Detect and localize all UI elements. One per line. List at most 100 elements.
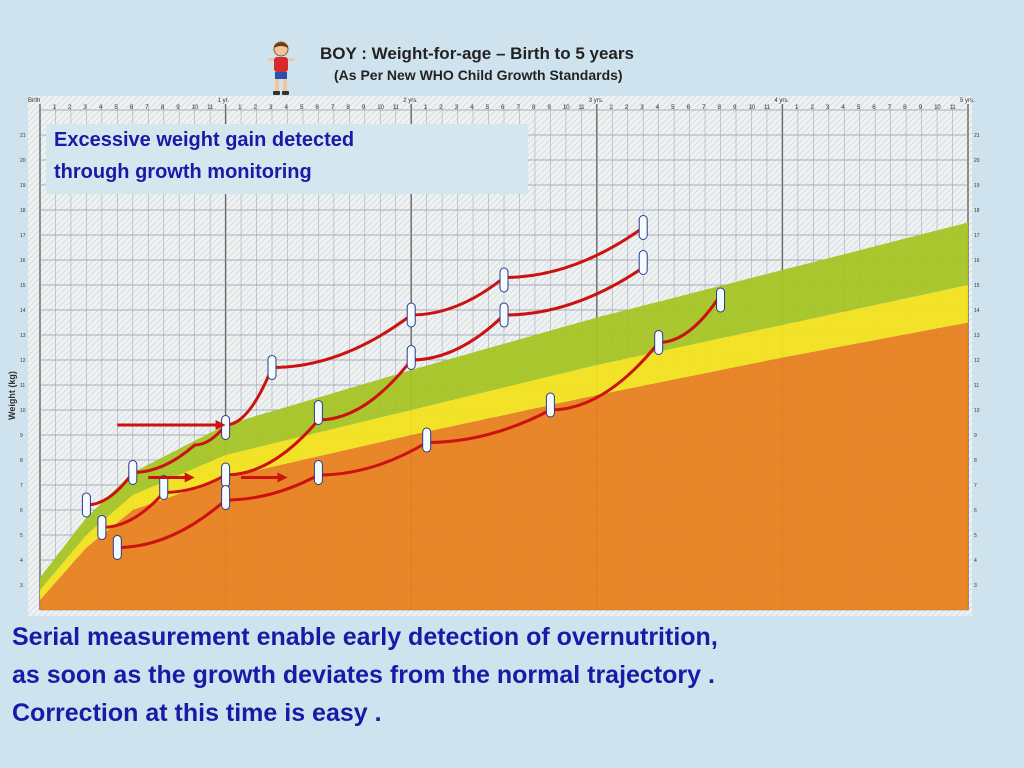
month-tick-label: 4 — [656, 105, 660, 111]
y-tick-label-left: 19 — [20, 183, 26, 189]
measurement-marker — [221, 415, 231, 440]
y-tick-label-left: 20 — [20, 158, 26, 164]
month-tick-label: 9 — [733, 105, 737, 111]
month-tick-label: 7 — [702, 105, 706, 111]
caption-line-3: Correction at this time is easy . — [12, 699, 382, 727]
band-yellow — [40, 285, 968, 600]
year-tick-label: 4 yrs. — [774, 98, 789, 104]
month-tick-label: 10 — [377, 105, 384, 111]
month-tick-label: 2 — [625, 105, 629, 111]
month-tick-label: 11 — [764, 105, 771, 111]
month-tick-label: 3 — [83, 105, 87, 111]
arrow-head — [184, 472, 195, 483]
measurement-marker — [545, 392, 555, 418]
month-tick-label: 8 — [903, 105, 907, 111]
measurement-marker — [97, 515, 107, 540]
month-tick-label: 9 — [547, 105, 551, 111]
y-tick-label-left: 8 — [20, 458, 23, 464]
month-tick-label: 3 — [826, 105, 830, 111]
y-tick-label-left: 14 — [20, 308, 26, 314]
y-tick-label-right: 16 — [974, 258, 980, 264]
y-tick-label-right: 11 — [974, 383, 979, 389]
year-tick-label: Birth — [28, 98, 40, 104]
y-tick-label-left: 11 — [20, 383, 25, 389]
month-tick-label: 2 — [68, 105, 72, 111]
y-tick-label-left: 6 — [20, 508, 23, 514]
month-tick-label: 10 — [192, 105, 199, 111]
y-tick-label-left: 10 — [20, 408, 26, 414]
y-tick-label-left: 21 — [20, 133, 26, 139]
month-tick-label: 8 — [718, 105, 722, 111]
y-tick-label-left: 4 — [20, 558, 23, 564]
y-tick-label-right: 6 — [974, 508, 977, 514]
y-tick-label-right: 8 — [974, 458, 977, 464]
caption-line-2: as soon as the growth deviates from the … — [12, 661, 715, 689]
boy-figure-icon — [268, 41, 294, 95]
measurement-marker — [128, 460, 138, 485]
month-tick-label: 6 — [501, 105, 505, 111]
y-tick-label-left: 9 — [20, 433, 23, 439]
measurement-marker — [422, 427, 432, 453]
month-tick-label: 5 — [486, 105, 490, 111]
month-tick-label: 11 — [393, 105, 400, 111]
y-tick-label-right: 7 — [974, 483, 977, 489]
month-tick-label: 6 — [130, 105, 134, 111]
month-tick-label: 9 — [176, 105, 180, 111]
y-tick-label-left: 17 — [20, 233, 26, 239]
measurement-marker — [406, 302, 416, 328]
month-tick-label: 3 — [269, 105, 273, 111]
caption-line-1: Serial measurement enable early detectio… — [12, 623, 718, 651]
measurement-marker — [112, 535, 122, 560]
month-tick-label: 10 — [934, 105, 941, 111]
callout-line-2: through growth monitoring — [54, 161, 312, 183]
y-tick-label-left: 15 — [20, 283, 26, 289]
month-tick-label: 2 — [254, 105, 258, 111]
month-tick-label: 11 — [578, 105, 585, 111]
y-tick-label-right: 5 — [974, 533, 977, 539]
month-tick-label: 4 — [284, 105, 288, 111]
y-tick-label-right: 3 — [974, 583, 977, 589]
month-tick-label: 5 — [300, 105, 304, 111]
year-tick-label: 2 yrs. — [403, 98, 418, 104]
month-tick-label: 8 — [532, 105, 536, 111]
measurement-marker — [81, 492, 91, 518]
month-tick-label: 5 — [671, 105, 675, 111]
chart-ticks: Birth 1 yr. 2 yrs. 3 yrs. 4 yrs. 5 yrs.1 2 3 4 5 6… — [20, 98, 980, 589]
year-tick-label: 3 yrs. — [589, 98, 604, 104]
month-tick-label: 2 — [810, 105, 814, 111]
month-tick-label: 7 — [516, 105, 520, 111]
measurement-marker — [221, 485, 231, 510]
month-tick-label: 6 — [315, 105, 319, 111]
month-tick-label: 5 — [114, 105, 118, 111]
arrow-head — [277, 472, 288, 483]
y-tick-label-right: 13 — [974, 333, 980, 339]
measurement-marker — [313, 400, 323, 425]
y-tick-label-right: 21 — [974, 133, 980, 139]
month-tick-label: 4 — [841, 105, 845, 111]
chart-title: BOY : Weight-for-age – Birth to 5 years — [320, 44, 634, 63]
y-tick-label-right: 18 — [974, 208, 980, 214]
measurement-marker — [159, 475, 169, 500]
y-axis-label: Weight (kg) — [7, 371, 17, 420]
y-tick-label-left: 13 — [20, 333, 26, 339]
chart-header: BOY : Weight-for-age – Birth to 5 years … — [320, 44, 720, 83]
callout-line-1: Excessive weight gain detected — [54, 129, 355, 151]
y-tick-label-left: 12 — [20, 358, 26, 364]
month-tick-label: 1 — [52, 105, 56, 111]
month-tick-label: 5 — [857, 105, 861, 111]
month-tick-label: 10 — [748, 105, 755, 111]
y-tick-label-right: 14 — [974, 308, 980, 314]
y-tick-label-right: 19 — [974, 183, 980, 189]
growth-line-2 — [100, 266, 645, 529]
measurement-marker — [654, 330, 664, 355]
month-tick-label: 3 — [640, 105, 644, 111]
y-tick-label-right: 17 — [974, 233, 980, 239]
y-tick-label-left: 7 — [20, 483, 23, 489]
month-tick-label: 11 — [950, 105, 957, 111]
arrow-head — [215, 420, 226, 430]
month-tick-label: 4 — [470, 105, 474, 111]
month-tick-label: 2 — [439, 105, 443, 111]
month-tick-label: 7 — [331, 105, 335, 111]
month-tick-label: 8 — [161, 105, 165, 111]
y-tick-label-left: 18 — [20, 208, 26, 214]
